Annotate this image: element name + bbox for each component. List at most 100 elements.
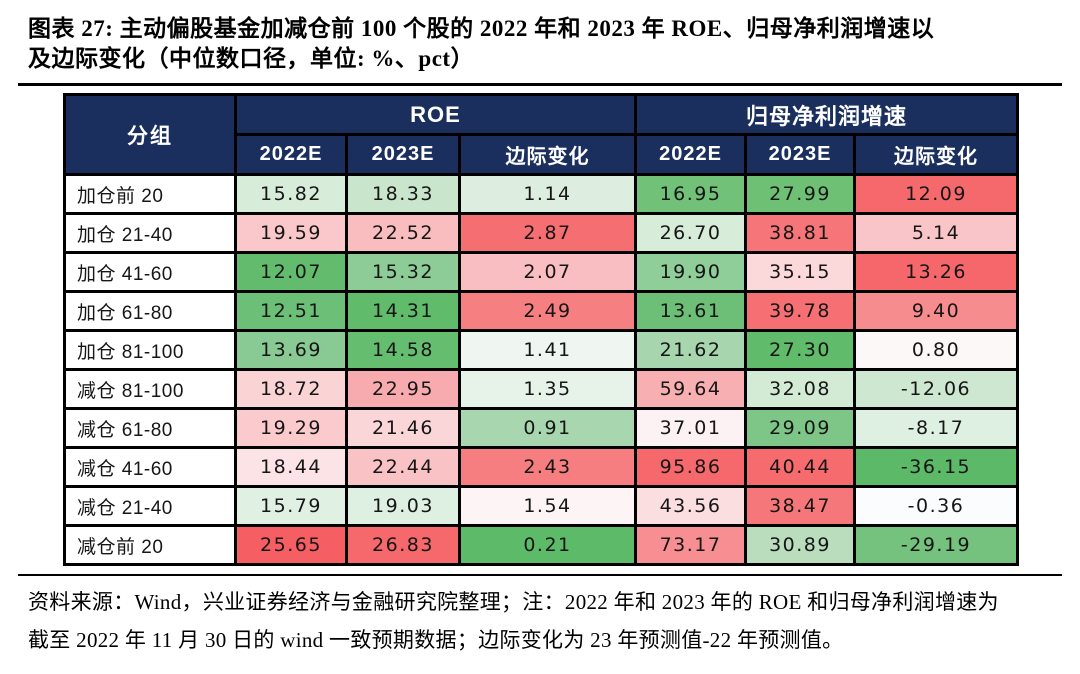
value-cell: 14.31 [345,290,461,332]
group-cell: 加仓 41-60 [63,251,237,293]
table-row: 加仓 21-40 19.59 22.52 2.87 26.70 38.81 5.14 [63,212,1020,254]
value-cell: 0.21 [457,524,638,566]
value-cell: 39.78 [744,290,857,332]
value-cell: 19.29 [234,407,348,449]
table-row: 减仓 61-80 19.29 21.46 0.91 37.01 29.09 -8.17 [63,407,1020,449]
header-growth-change: 边际变化 [853,133,1020,176]
table-footer-divider [18,574,1062,576]
source-note: 资料来源：Wind，兴业证券经济与金融研究院整理；注：2022 年和 2023 … [28,583,1056,659]
value-cell: 22.52 [345,212,461,254]
header-growth-section: 归母净利润增速 [634,93,1020,136]
header-row-subcolumns: 2022E 2023E 边际变化 2022E 2023E 边际变化 [65,133,1020,176]
value-cell: 2.07 [457,251,638,293]
value-cell: 19.03 [345,485,461,527]
value-cell: 18.33 [345,173,461,215]
value-cell: 1.54 [457,485,638,527]
value-cell: 15.82 [234,173,348,215]
group-cell: 加仓 81-100 [63,329,237,371]
value-cell: -8.17 [853,407,1020,449]
figure-title-line1: 图表 27: 主动偏股基金加减仓前 100 个股的 2022 年和 2023 年… [28,16,935,41]
value-cell: 38.81 [744,212,857,254]
value-cell: 13.61 [634,290,748,332]
group-cell: 加仓 61-80 [63,290,237,332]
value-cell: 29.09 [744,407,857,449]
table-row: 加仓 41-60 12.07 15.32 2.07 19.90 35.15 13.26 [63,251,1020,293]
value-cell: 1.14 [457,173,638,215]
table-row: 减仓 41-60 18.44 22.44 2.43 95.86 40.44 -36.15 [63,446,1020,488]
source-note-line2: 截至 2022 年 11 月 30 日的 wind 一致预期数据；边际变化为 2… [28,628,844,652]
value-cell: 21.46 [345,407,461,449]
value-cell: 40.44 [744,446,857,488]
table-body: 加仓前 20 15.82 18.33 1.14 16.95 27.99 12.09 加仓 21… [63,173,1020,566]
value-cell: 1.41 [457,329,638,371]
table-row: 减仓前 20 25.65 26.83 0.21 73.17 30.89 -29.19 [63,524,1020,566]
value-cell: 18.44 [234,446,348,488]
value-cell: 2.43 [457,446,638,488]
value-cell: 5.14 [853,212,1020,254]
value-cell: 0.91 [457,407,638,449]
value-cell: 2.49 [457,290,638,332]
value-cell: -12.06 [853,368,1020,410]
value-cell: 21.62 [634,329,748,371]
value-cell: 9.40 [853,290,1020,332]
value-cell: 12.51 [234,290,348,332]
value-cell: 13.69 [234,329,348,371]
header-row-sections: 分组 ROE 归母净利润增速 [63,93,1020,176]
header-roe-2022e: 2022E [234,133,348,176]
value-cell: 26.83 [345,524,461,566]
table-row: 加仓前 20 15.82 18.33 1.14 16.95 27.99 12.09 [63,173,1020,215]
value-cell: 38.47 [744,485,857,527]
header-growth-2022e: 2022E [634,133,748,176]
group-cell: 减仓 61-80 [63,407,237,449]
table-row: 减仓 21-40 15.79 19.03 1.54 43.56 38.47 -0.36 [63,485,1020,527]
value-cell: 59.64 [634,368,748,410]
value-cell: 12.07 [234,251,348,293]
value-cell: 16.95 [634,173,748,215]
header-group: 分组 [63,93,237,176]
header-roe-change: 边际变化 [457,133,638,176]
value-cell: 27.99 [744,173,857,215]
value-cell: 25.65 [234,524,348,566]
value-cell: 27.30 [744,329,857,371]
value-cell: -36.15 [853,446,1020,488]
value-cell: 95.86 [634,446,748,488]
group-cell: 减仓 21-40 [63,485,237,527]
header-roe-section: ROE [233,93,638,136]
source-note-line1: 资料来源：Wind，兴业证券经济与金融研究院整理；注：2022 年和 2023 … [28,590,999,614]
value-cell: 32.08 [744,368,857,410]
title-divider [18,83,1062,86]
value-cell: 43.56 [634,485,748,527]
header-growth-2023e: 2023E [744,133,857,176]
table-row: 加仓 61-80 12.51 14.31 2.49 13.61 39.78 9.40 [63,290,1020,332]
value-cell: 73.17 [634,524,748,566]
value-cell: 1.35 [457,368,638,410]
value-cell: 22.44 [345,446,461,488]
value-cell: 22.95 [345,368,461,410]
value-cell: 15.79 [234,485,348,527]
value-cell: 0.80 [853,329,1020,371]
group-cell: 减仓前 20 [63,524,237,566]
group-cell: 加仓前 20 [63,173,237,215]
value-cell: 15.32 [345,251,461,293]
figure-title: 图表 27: 主动偏股基金加减仓前 100 个股的 2022 年和 2023 年… [28,14,1056,74]
value-cell: 18.72 [234,368,348,410]
roe-growth-table: 分组 ROE 归母净利润增速 2022E 2023E 边际变化 2022E 20… [63,93,1020,566]
value-cell: 13.26 [853,251,1020,293]
table-row: 减仓 81-100 18.72 22.95 1.35 59.64 32.08 -12.06 [63,368,1020,410]
value-cell: 35.15 [744,251,857,293]
group-cell: 加仓 21-40 [63,212,237,254]
value-cell: 37.01 [634,407,748,449]
value-cell: 14.58 [345,329,461,371]
table-header: 分组 ROE 归母净利润增速 2022E 2023E 边际变化 2022E 20… [63,93,1020,176]
value-cell: 19.90 [634,251,748,293]
value-cell: 2.87 [457,212,638,254]
group-cell: 减仓 41-60 [63,446,237,488]
value-cell: -0.36 [853,485,1020,527]
value-cell: 30.89 [744,524,857,566]
value-cell: -29.19 [853,524,1020,566]
table-row: 加仓 81-100 13.69 14.58 1.41 21.62 27.30 0.80 [63,329,1020,371]
header-roe-2023e: 2023E [345,133,461,176]
value-cell: 26.70 [634,212,748,254]
value-cell: 12.09 [853,173,1020,215]
figure-title-line2: 及边际变化（中位数口径，单位: %、pct） [28,46,475,71]
